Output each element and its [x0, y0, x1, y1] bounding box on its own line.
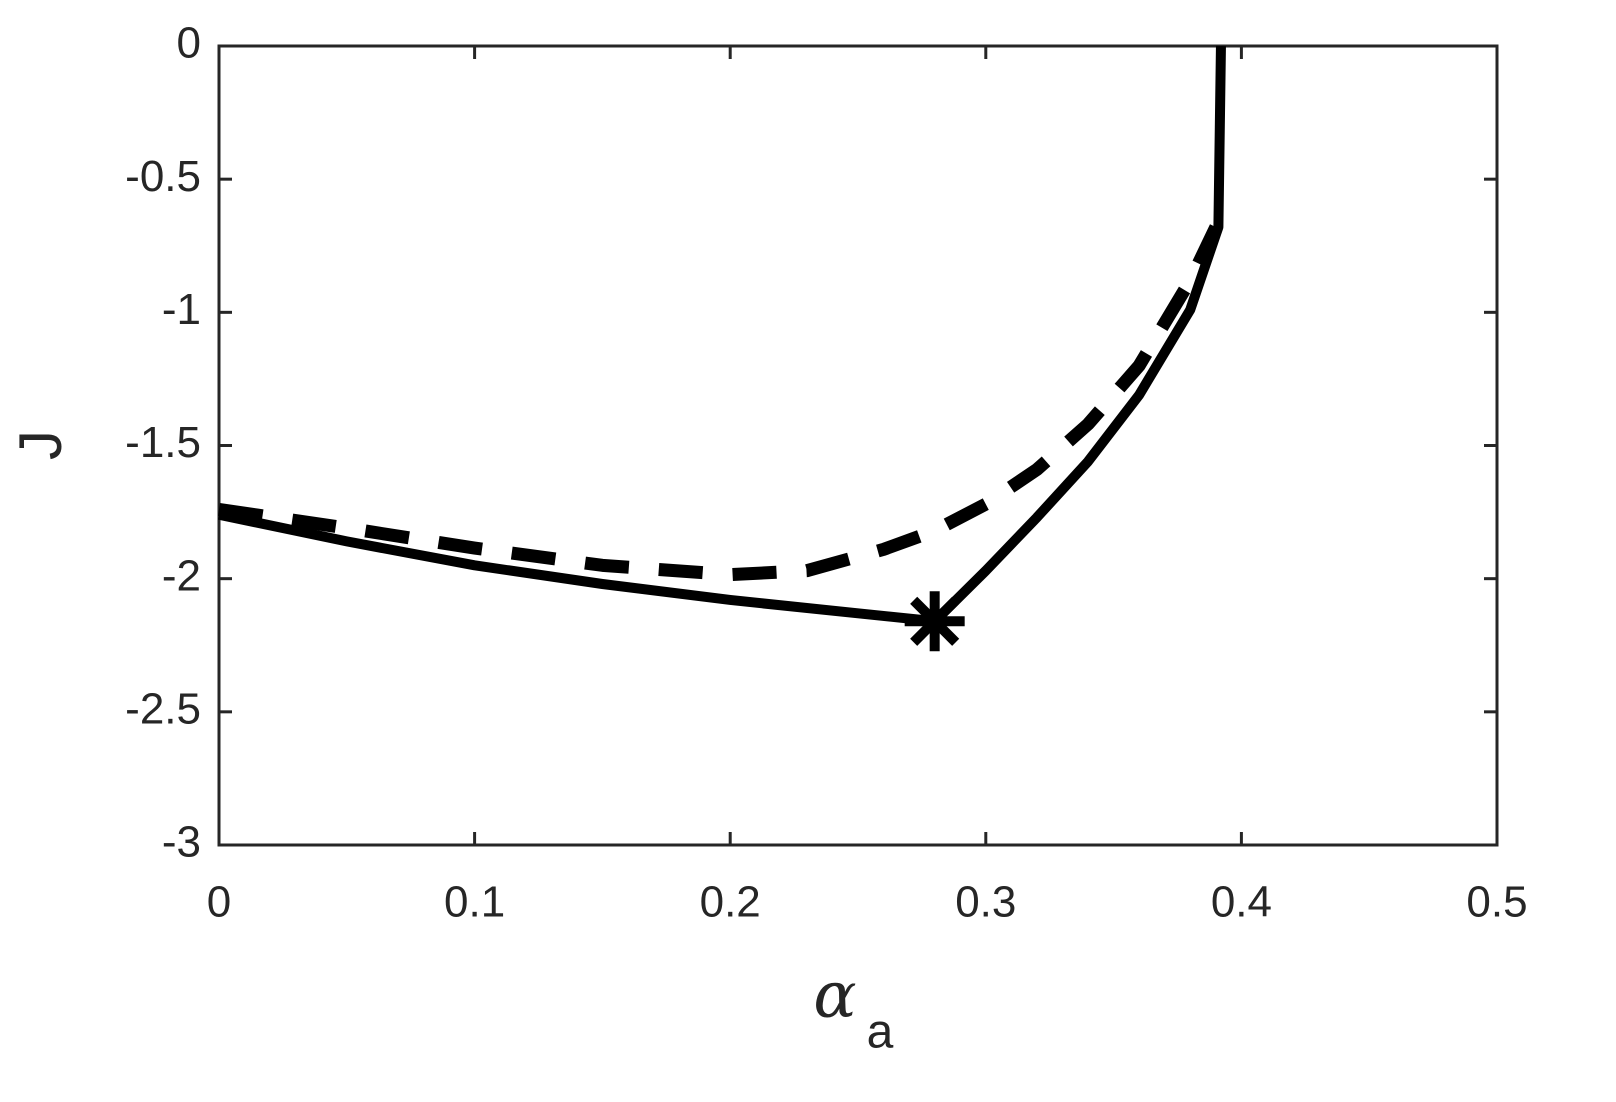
y-tick-label: -1.5 — [125, 418, 201, 467]
y-tick-label: -2.5 — [125, 684, 201, 733]
x-tick-label: 0.5 — [1466, 878, 1527, 927]
y-tick-label: -2 — [162, 551, 201, 600]
x-tick-label: 0 — [207, 878, 231, 927]
plot-frame — [217, 44, 1499, 847]
y-tick-label: -0.5 — [125, 152, 201, 201]
dashed-line — [218, 224, 1222, 582]
x-tick-label: 0.3 — [955, 878, 1016, 927]
asterisk-marker — [904, 591, 965, 652]
x-tick-label: 0.1 — [444, 878, 505, 927]
y-tick-label: -3 — [162, 818, 201, 867]
solid-line — [217, 45, 1226, 627]
x-axis-label: α — [813, 959, 856, 1033]
y-tick-label: -1 — [162, 285, 201, 334]
x-tick-label: 0.4 — [1211, 878, 1272, 927]
x-axis-label-subscript: a — [867, 1006, 894, 1059]
x-tick-label: 0.2 — [700, 878, 761, 927]
y-axis-label: J — [7, 430, 74, 460]
y-tick-label: 0 — [177, 19, 201, 68]
